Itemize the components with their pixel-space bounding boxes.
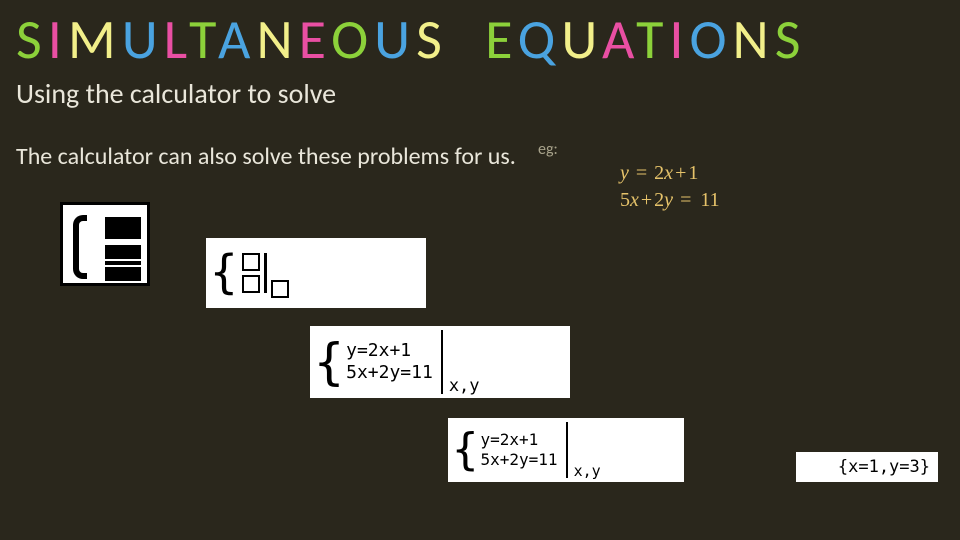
- equation-line-2: 5x+2y = 11: [620, 187, 720, 214]
- input-box-icon: [242, 253, 260, 271]
- eq2-rhs: 11: [700, 189, 719, 211]
- input-box-icon: [271, 280, 289, 298]
- calc-vars: x,y: [449, 376, 484, 398]
- eq1-eq: =: [634, 162, 649, 184]
- placeholder-box-icon: [105, 217, 141, 239]
- eq2-lhs: 5x+2y: [620, 189, 673, 211]
- calc-line-2: 5x+2y=11: [481, 450, 558, 470]
- calc-entry-filled-small: { y=2x+1 5x+2y=11 x,y: [448, 418, 684, 482]
- calc-entry-filled: { y=2x+1 5x+2y=11 x,y: [310, 326, 570, 398]
- bracket-icon: [73, 215, 93, 279]
- input-box-icon: [242, 275, 260, 293]
- calc-template-icon: [60, 202, 150, 286]
- fraction-bar-icon: [105, 261, 141, 265]
- eq2-eq: =: [678, 189, 695, 211]
- eq1-rhs: 2x+1: [654, 162, 698, 184]
- calc-vars: x,y: [574, 462, 605, 482]
- calc-line-2: 5x+2y=11: [346, 362, 433, 385]
- body-text: The calculator can also solve these prob…: [16, 142, 516, 171]
- brace-icon: {: [310, 340, 346, 385]
- brace-icon: {: [448, 430, 481, 470]
- slide-subtitle: Using the calculator to solve: [16, 76, 336, 111]
- equation-line-1: y = 2x+1: [620, 160, 720, 187]
- slide: SIMULTANEOUS EQUATIONS Using the calcula…: [0, 0, 960, 540]
- placeholder-box-icon: [105, 245, 141, 259]
- calc-line-1: y=2x+1: [481, 430, 558, 450]
- example-equations: y = 2x+1 5x+2y = 11: [620, 160, 720, 214]
- slide-title: SIMULTANEOUS EQUATIONS: [16, 6, 806, 74]
- vertical-bar-icon: [441, 330, 443, 394]
- brace-icon: {: [206, 252, 240, 293]
- cursor-icon: [264, 253, 267, 293]
- calc-result: {x=1,y=3}: [796, 452, 938, 482]
- vertical-bar-icon: [566, 422, 568, 478]
- calc-line-1: y=2x+1: [346, 340, 433, 363]
- eq1-lhs: y: [620, 162, 629, 184]
- placeholder-box-icon: [105, 267, 141, 281]
- calc-entry-template: {: [206, 238, 426, 308]
- eg-label: eg:: [538, 140, 558, 159]
